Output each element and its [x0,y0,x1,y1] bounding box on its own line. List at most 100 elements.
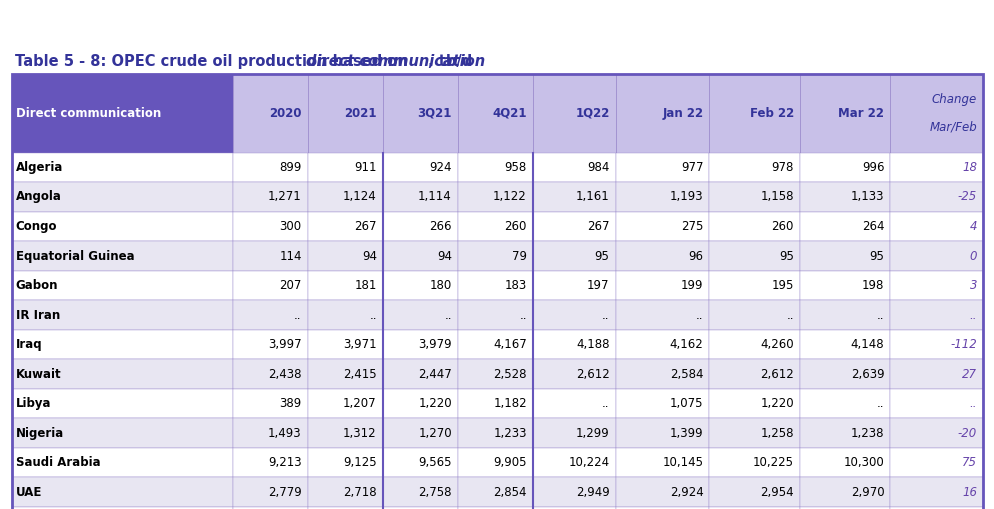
Text: 94: 94 [436,249,451,263]
Bar [532,418,615,448]
Bar [383,153,457,182]
Text: Direct communication: Direct communication [16,107,161,120]
Text: 2,758: 2,758 [417,486,451,499]
Bar [457,448,532,477]
Bar [383,448,457,477]
Bar [615,153,709,182]
Text: 1,220: 1,220 [759,397,793,410]
Bar [532,182,615,212]
Text: ..: .. [369,308,377,322]
Text: 197: 197 [586,279,609,292]
Text: 275: 275 [680,220,703,233]
Bar [12,477,233,507]
Text: 260: 260 [504,220,526,233]
Text: 79: 79 [511,249,526,263]
Bar [615,389,709,418]
Text: 2,924: 2,924 [669,486,703,499]
Text: 3,979: 3,979 [417,338,451,351]
Bar [383,241,457,271]
Bar [457,359,532,389]
Bar [709,359,799,389]
Text: Table 5 - 8: OPEC crude oil production based on: Table 5 - 8: OPEC crude oil production b… [15,54,413,69]
Bar [307,74,383,153]
Text: -112: -112 [949,338,976,351]
Text: 27: 27 [961,367,976,381]
Text: 264: 264 [861,220,884,233]
Text: 94: 94 [362,249,377,263]
Bar [615,359,709,389]
Text: 1,493: 1,493 [267,427,301,440]
Text: 4,148: 4,148 [850,338,884,351]
Bar [709,300,799,330]
Text: 984: 984 [586,161,609,174]
Text: 1,075: 1,075 [669,397,703,410]
Bar [615,300,709,330]
Bar [532,300,615,330]
Text: 2,438: 2,438 [268,367,301,381]
Text: 1Q22: 1Q22 [575,107,609,120]
Bar [615,182,709,212]
Bar [12,182,233,212]
Text: Change: Change [931,93,976,105]
Text: 300: 300 [279,220,301,233]
Text: 3,997: 3,997 [267,338,301,351]
Bar [709,448,799,477]
Bar [12,389,233,418]
Text: 10,145: 10,145 [662,456,703,469]
Bar [457,330,532,359]
Bar [890,300,982,330]
Text: 1,233: 1,233 [493,427,526,440]
Text: 4Q21: 4Q21 [492,107,526,120]
Bar [799,477,890,507]
Text: 2,528: 2,528 [493,367,526,381]
Text: 10,224: 10,224 [568,456,609,469]
Text: ..: .. [444,308,451,322]
Text: 1,299: 1,299 [576,427,609,440]
Bar [709,212,799,241]
Bar [233,74,307,153]
Text: 16: 16 [961,486,976,499]
Bar [457,418,532,448]
Bar [307,212,383,241]
Text: Congo: Congo [16,220,57,233]
Bar [709,507,799,509]
Bar [709,477,799,507]
Text: 4,167: 4,167 [493,338,526,351]
Text: Mar/Feb: Mar/Feb [928,121,976,134]
Text: 9,905: 9,905 [493,456,526,469]
Text: ..: .. [968,397,976,410]
Bar [615,74,709,153]
Text: 1,312: 1,312 [343,427,377,440]
Bar [890,359,982,389]
Bar [307,448,383,477]
Text: ..: .. [695,308,703,322]
Bar [615,448,709,477]
Bar [12,418,233,448]
Bar [233,389,307,418]
Bar [12,153,233,182]
Text: 4: 4 [968,220,976,233]
Text: Equatorial Guinea: Equatorial Guinea [16,249,134,263]
Bar [890,418,982,448]
Bar [799,74,890,153]
Bar [307,271,383,300]
Bar [532,477,615,507]
Bar [890,507,982,509]
Bar [307,153,383,182]
Text: ..: .. [601,308,609,322]
Text: 899: 899 [279,161,301,174]
Text: ..: .. [601,397,609,410]
Bar [615,418,709,448]
Bar [532,212,615,241]
Text: 95: 95 [869,249,884,263]
Text: 1,182: 1,182 [493,397,526,410]
Bar [12,359,233,389]
Text: 95: 95 [778,249,793,263]
Bar [233,212,307,241]
Text: Gabon: Gabon [16,279,58,292]
Bar [307,241,383,271]
Text: 1,207: 1,207 [343,397,377,410]
Text: 75: 75 [961,456,976,469]
Text: -25: -25 [957,190,976,204]
Bar [233,300,307,330]
